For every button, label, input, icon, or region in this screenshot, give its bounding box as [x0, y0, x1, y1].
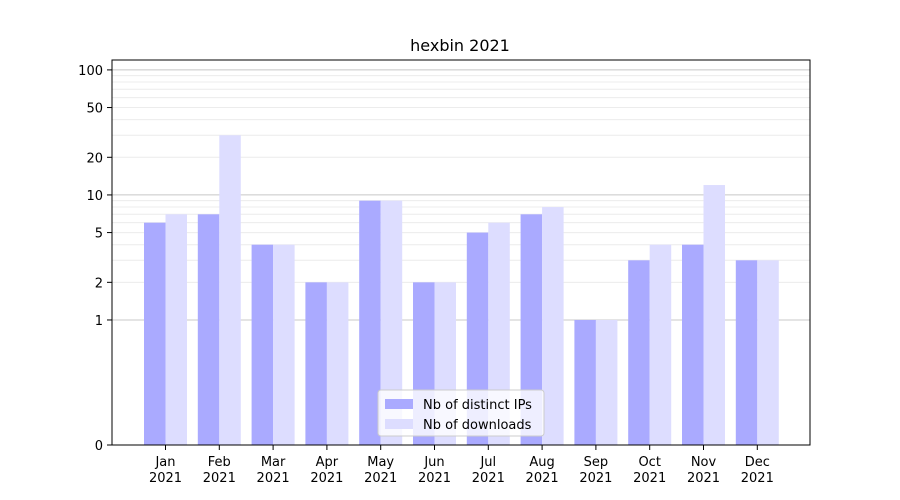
x-tick-label: 2021	[203, 471, 236, 486]
y-tick-label: 50	[86, 102, 103, 117]
bar	[520, 214, 543, 445]
chart-title: hexbin 2021	[410, 36, 510, 55]
y-tick-label: 10	[86, 189, 103, 204]
bar	[165, 214, 187, 445]
legend-label: Nb of distinct IPs	[423, 398, 532, 413]
legend-swatch	[385, 399, 413, 409]
plot-frame	[111, 59, 811, 446]
x-tick-label: 2021	[526, 471, 559, 486]
x-tick-label: 2021	[418, 471, 451, 486]
legend: Nb of distinct IPs Nb of downloads	[377, 389, 545, 437]
x-tick-label: Mar	[261, 455, 286, 470]
bar	[380, 200, 403, 445]
x-tick-label: Sep	[584, 455, 609, 470]
x-tick-label: 2021	[633, 471, 666, 486]
bar	[595, 319, 618, 445]
bar	[703, 185, 725, 445]
bar	[359, 200, 381, 445]
x-tick-label: Dec	[745, 455, 770, 470]
x-tick-label: Nov	[691, 455, 717, 470]
bar	[219, 135, 241, 445]
bar	[305, 282, 327, 445]
y-tick-label: 2	[95, 276, 103, 291]
bar	[757, 260, 779, 445]
x-tick-label: Jan	[154, 455, 175, 470]
x-tick-label: Aug	[529, 455, 554, 470]
y-tick-label: 1	[95, 314, 103, 329]
bar	[628, 260, 650, 445]
x-tick-label: Oct	[638, 455, 660, 470]
x-tick-label: 2021	[687, 471, 720, 486]
x-tick-label: 2021	[149, 471, 182, 486]
legend-box	[377, 389, 545, 437]
y-tick-label: 0	[95, 439, 103, 454]
y-tick-label: 100	[78, 64, 103, 79]
y-tick-label: 5	[95, 227, 103, 242]
x-tick-label: 2021	[364, 471, 397, 486]
legend-label: Nb of downloads	[423, 418, 532, 433]
bar	[682, 244, 704, 445]
y-axis: 0 1 2 5 10 20 50 100	[78, 64, 112, 454]
x-axis: Jan2021Feb2021Mar2021Apr2021May2021Jun20…	[149, 445, 774, 486]
bar	[574, 319, 596, 445]
y-tick-label: 20	[86, 151, 103, 166]
bar	[326, 282, 349, 445]
legend-swatch	[385, 419, 413, 429]
bar	[735, 260, 758, 445]
bar	[144, 222, 166, 445]
x-tick-label: 2021	[472, 471, 505, 486]
x-tick-label: Feb	[208, 455, 231, 470]
bar	[488, 222, 510, 445]
bar	[197, 214, 220, 445]
x-tick-label: Jun	[423, 455, 444, 470]
x-tick-label: 2021	[257, 471, 290, 486]
x-tick-label: May	[367, 455, 394, 470]
x-tick-label: 2021	[579, 471, 612, 486]
bar	[273, 244, 295, 445]
bar	[542, 207, 564, 445]
x-tick-label: Apr	[316, 455, 339, 470]
bar	[251, 244, 274, 445]
x-tick-label: 2021	[741, 471, 774, 486]
bar	[649, 244, 672, 445]
x-tick-label: 2021	[310, 471, 343, 486]
x-tick-label: Jul	[479, 455, 496, 470]
